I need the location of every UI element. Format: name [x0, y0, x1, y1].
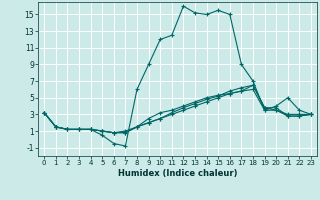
- X-axis label: Humidex (Indice chaleur): Humidex (Indice chaleur): [118, 169, 237, 178]
